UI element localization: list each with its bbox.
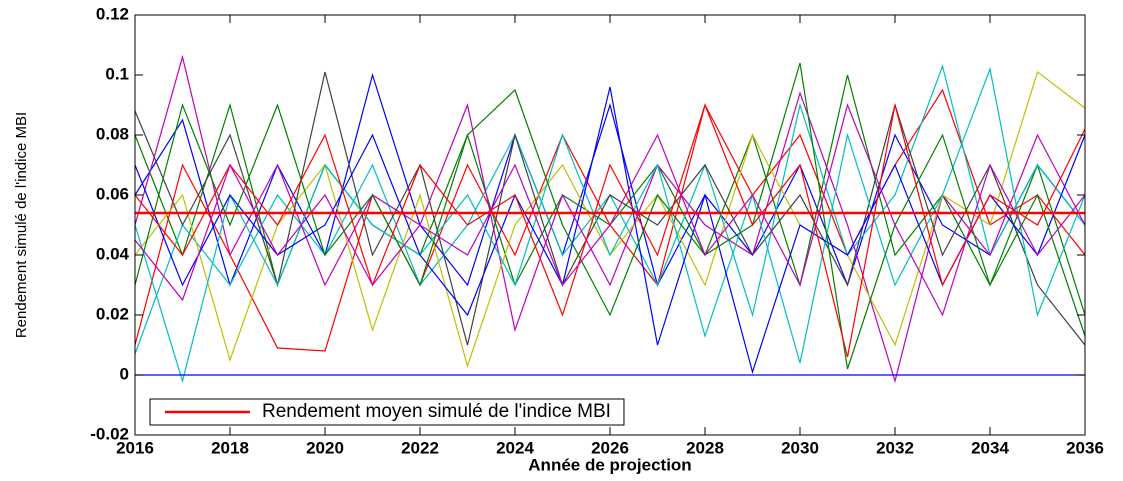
legend-label: Rendement moyen simulé de l'indice MBI [262,401,611,422]
y-tick-label: 0.08 [96,124,129,143]
y-tick-label: 0.06 [96,184,129,203]
x-tick-label: 2016 [116,438,154,457]
y-tick-label: 0.1 [105,64,129,83]
y-tick-label: -0.02 [90,424,129,443]
x-tick-label: 2026 [591,438,629,457]
x-tick-label: 2018 [211,438,249,457]
y-axis-label: Rendement simulé de l'indice MBI [13,112,30,338]
x-axis-label: Année de projection [528,455,691,474]
y-tick-label: 0.02 [96,304,129,323]
x-tick-label: 2036 [1066,438,1104,457]
y-tick-label: 0 [120,364,129,383]
y-tick-label: 0.12 [96,4,129,23]
x-tick-label: 2034 [971,438,1009,457]
simulation-line [135,103,1085,358]
simulation-line [135,103,1085,317]
y-tick-label: 0.04 [96,244,130,263]
x-tick-label: 2028 [686,438,724,457]
x-tick-label: 2024 [496,438,534,457]
plot-lines [135,54,1085,384]
simulation-line [135,62,1085,370]
x-tick-label: 2032 [876,438,914,457]
legend: Rendement moyen simulé de l'indice MBI [149,398,625,426]
x-tick-label: 2022 [401,438,439,457]
simulation-line [135,86,1085,375]
x-tick-label: 2020 [306,438,344,457]
x-tick-label: 2030 [781,438,819,457]
